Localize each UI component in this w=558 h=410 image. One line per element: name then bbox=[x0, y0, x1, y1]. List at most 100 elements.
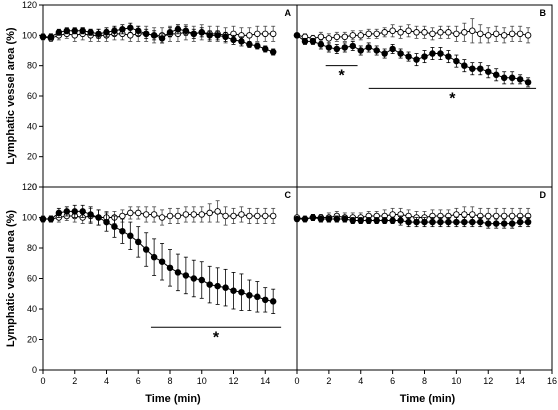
data-point bbox=[174, 212, 182, 220]
data-point bbox=[389, 211, 396, 218]
data-point bbox=[429, 50, 436, 57]
y-axis-label: Lymphatic vessel area (%) bbox=[5, 210, 17, 347]
data-point bbox=[127, 232, 134, 240]
data-point bbox=[508, 212, 516, 220]
data-point bbox=[39, 33, 47, 41]
data-point bbox=[325, 215, 333, 223]
data-point bbox=[111, 27, 118, 35]
data-point bbox=[469, 211, 476, 218]
data-point bbox=[174, 26, 182, 33]
data-point bbox=[373, 30, 380, 38]
data-point bbox=[174, 269, 182, 276]
data-point bbox=[453, 30, 460, 38]
y-tick-label: 20 bbox=[27, 152, 37, 162]
data-point bbox=[166, 29, 174, 36]
data-point bbox=[301, 38, 309, 45]
data-point bbox=[206, 32, 213, 39]
data-point bbox=[206, 209, 213, 217]
data-point bbox=[262, 30, 269, 38]
y-tick-label: 20 bbox=[27, 335, 37, 345]
data-point bbox=[516, 30, 524, 38]
x-tick-label: 2 bbox=[72, 376, 77, 386]
panel-letter: C bbox=[285, 190, 292, 200]
data-point bbox=[95, 214, 102, 221]
data-point bbox=[508, 220, 516, 227]
data-point bbox=[469, 218, 476, 226]
data-point bbox=[238, 211, 245, 218]
data-point bbox=[461, 62, 468, 69]
data-point bbox=[477, 218, 484, 226]
data-point bbox=[317, 215, 325, 223]
data-point bbox=[477, 30, 484, 38]
data-point bbox=[405, 27, 412, 35]
data-point bbox=[182, 272, 190, 279]
data-point bbox=[293, 215, 301, 223]
data-point bbox=[182, 27, 190, 35]
data-point bbox=[453, 218, 460, 226]
series-filled bbox=[293, 214, 532, 229]
x-tick-label: 6 bbox=[390, 376, 395, 386]
series-filled bbox=[39, 204, 277, 314]
data-point bbox=[190, 211, 198, 218]
data-point bbox=[71, 27, 78, 35]
data-point bbox=[111, 223, 118, 230]
data-point bbox=[198, 211, 205, 218]
data-point bbox=[381, 50, 388, 57]
x-tick-label: 0 bbox=[294, 376, 299, 386]
y-tick-label: 120 bbox=[22, 0, 37, 10]
data-point bbox=[349, 217, 357, 224]
y-tick-label: 40 bbox=[27, 121, 37, 131]
data-point bbox=[429, 30, 436, 38]
data-point bbox=[47, 215, 55, 223]
data-point bbox=[55, 209, 63, 217]
data-point bbox=[150, 253, 158, 261]
y-tick-label: 80 bbox=[27, 61, 37, 71]
data-point bbox=[405, 53, 412, 60]
data-point bbox=[254, 42, 261, 50]
x-axis-label: Time (min) bbox=[400, 393, 456, 405]
data-point bbox=[158, 258, 166, 265]
data-point bbox=[293, 32, 301, 39]
data-point bbox=[198, 29, 205, 36]
data-point bbox=[269, 30, 277, 38]
data-point bbox=[485, 220, 492, 227]
data-point bbox=[477, 65, 484, 72]
data-point bbox=[63, 27, 71, 35]
x-tick-label: 14 bbox=[515, 376, 525, 386]
data-point bbox=[127, 209, 134, 217]
data-point bbox=[246, 41, 253, 48]
data-point bbox=[485, 68, 492, 75]
x-tick-label: 2 bbox=[326, 376, 331, 386]
data-point bbox=[341, 33, 349, 41]
data-point bbox=[461, 218, 468, 226]
data-point bbox=[445, 53, 452, 60]
data-point bbox=[469, 27, 476, 35]
data-point bbox=[254, 30, 261, 38]
data-point bbox=[230, 287, 237, 294]
data-point bbox=[500, 32, 508, 39]
data-point bbox=[421, 29, 428, 36]
data-point bbox=[437, 29, 444, 36]
data-point bbox=[492, 71, 500, 79]
x-tick-label: 10 bbox=[197, 376, 207, 386]
data-point bbox=[79, 27, 86, 35]
y-tick-label: 100 bbox=[22, 213, 37, 223]
data-point bbox=[134, 238, 142, 246]
data-point bbox=[150, 211, 158, 218]
data-point bbox=[190, 30, 198, 38]
data-point bbox=[39, 215, 47, 223]
data-point bbox=[269, 298, 277, 305]
data-point bbox=[365, 217, 372, 224]
y-tick-label: 0 bbox=[32, 365, 37, 375]
y-axis-label: Lymphatic vessel area (%) bbox=[5, 27, 17, 164]
data-point bbox=[119, 212, 126, 220]
data-point bbox=[429, 218, 436, 226]
data-point bbox=[103, 29, 110, 36]
data-point bbox=[516, 76, 524, 83]
data-point bbox=[413, 218, 420, 226]
data-point bbox=[119, 26, 126, 33]
data-point bbox=[254, 293, 261, 301]
data-point bbox=[103, 218, 110, 226]
data-point bbox=[461, 29, 468, 36]
